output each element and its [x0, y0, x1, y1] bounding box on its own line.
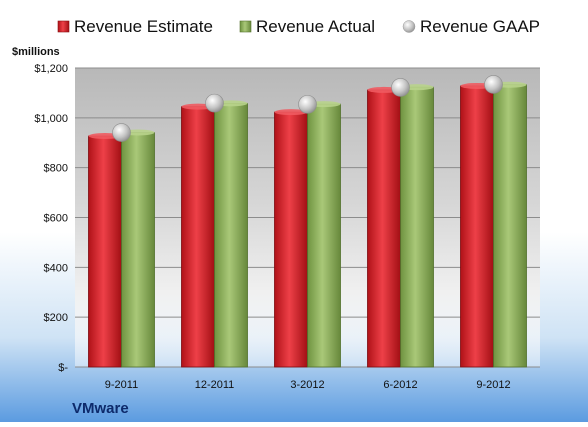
legend-label-revenue-actual: Revenue Actual	[256, 17, 375, 36]
bar-revenue-estimate	[460, 85, 494, 368]
bar-cap	[274, 109, 308, 116]
marker-revenue-gaap	[484, 75, 503, 94]
bar-revenue-estimate	[181, 106, 215, 368]
y-tick-label: $-	[58, 362, 68, 374]
bar-revenue-estimate	[367, 89, 401, 368]
x-tick-label: 12-2011	[195, 379, 235, 391]
y-tick-label: $1,200	[34, 63, 68, 75]
legend-marker-revenue-gaap	[402, 20, 416, 33]
bar-revenue-actual	[121, 132, 155, 368]
marker-revenue-gaap	[112, 123, 131, 142]
marker-revenue-gaap	[391, 78, 410, 97]
bar-revenue-actual	[400, 86, 434, 368]
legend-swatch-revenue-actual	[239, 20, 252, 33]
x-tick-label: 6-2012	[383, 379, 417, 391]
y-axis-label: $millions	[12, 46, 60, 58]
legend-swatch-revenue-estimate	[57, 20, 70, 33]
y-tick-label: $600	[44, 213, 68, 225]
bar-revenue-actual	[214, 102, 248, 368]
x-tick-label: 3-2012	[290, 379, 324, 391]
bars	[88, 81, 527, 368]
y-tick-label: $400	[44, 262, 68, 274]
company-label: VMware	[72, 400, 129, 417]
x-tick-label: 9-2012	[476, 379, 510, 391]
x-tick-label: 9-2011	[105, 379, 138, 391]
bar-revenue-actual	[493, 84, 527, 368]
legend-label-revenue-gaap: Revenue GAAP	[420, 17, 540, 36]
marker-revenue-gaap	[205, 93, 224, 113]
legend-label-revenue-estimate: Revenue Estimate	[74, 17, 213, 36]
x-axis-ticks: 9-2011 12-2011 3-2012 6-2012 9-2012	[105, 379, 511, 391]
bar-revenue-actual	[307, 103, 341, 368]
y-axis-ticks: $- $200 $400 $600 $800 $1,000 $1,200	[34, 63, 68, 374]
bar-revenue-estimate	[274, 111, 308, 368]
marker-revenue-gaap	[298, 95, 317, 114]
y-tick-label: $200	[44, 312, 68, 324]
bar-revenue-estimate	[88, 135, 122, 368]
legend: Revenue Estimate Revenue Actual Revenue …	[57, 17, 540, 36]
y-tick-label: $1,000	[34, 113, 68, 125]
y-tick-label: $800	[44, 163, 68, 175]
gaap-markers	[112, 75, 503, 142]
